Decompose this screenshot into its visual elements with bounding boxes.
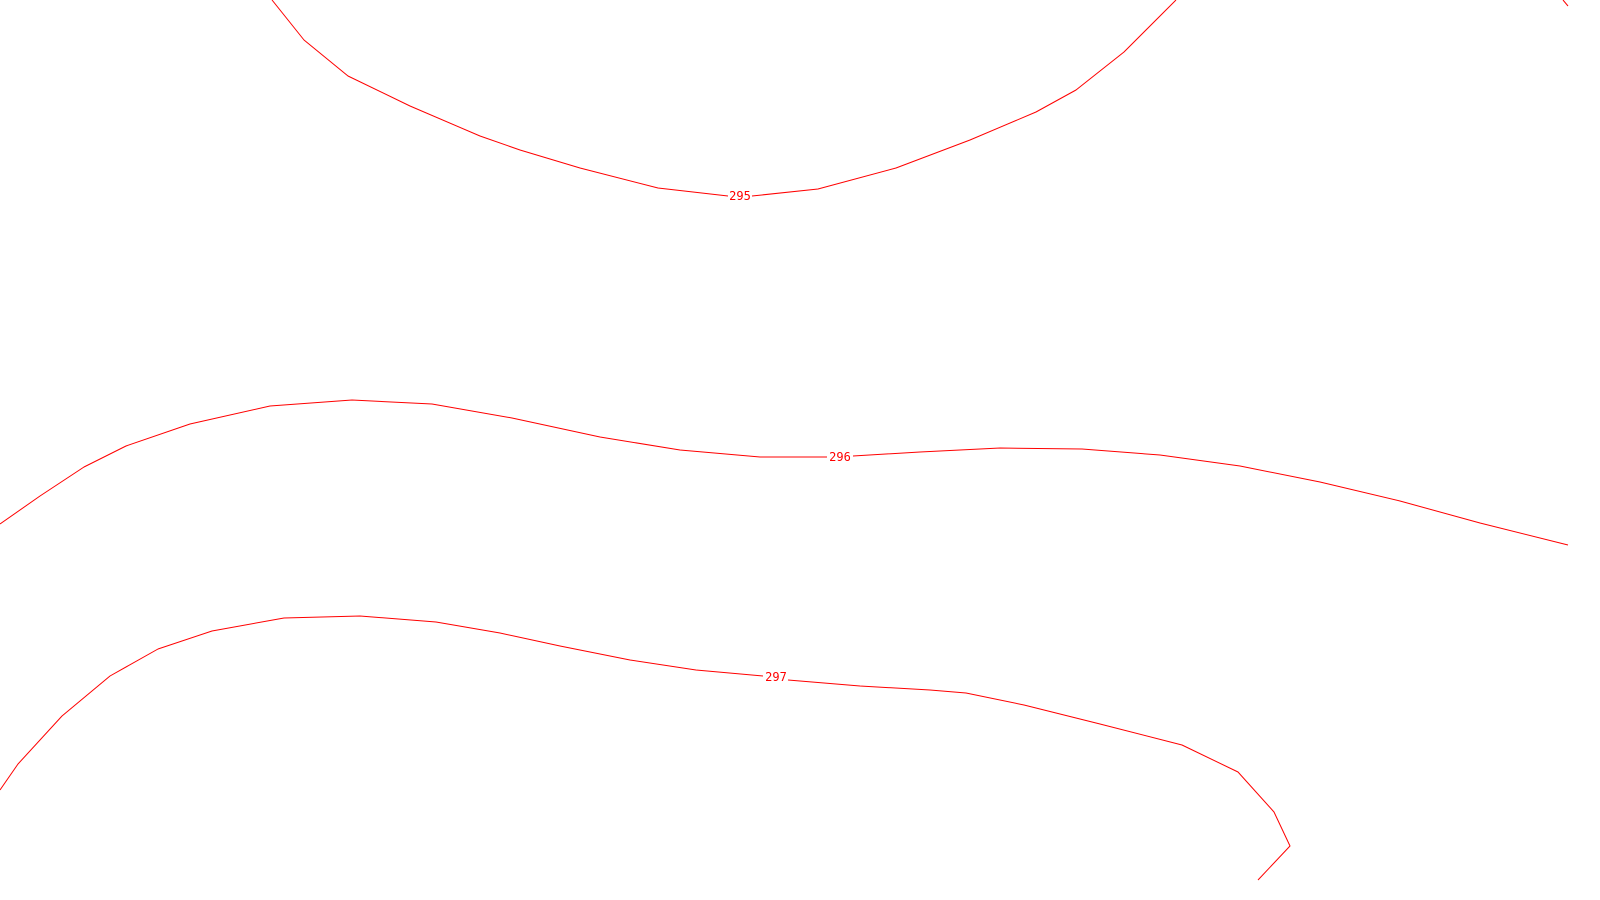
contour-line-297 — [0, 615, 764, 791]
contour-label-296: 296 — [829, 450, 851, 464]
contour-line-296 — [0, 399, 827, 525]
contour-line-295 — [271, 0, 729, 197]
contour-line-295 — [751, 0, 1177, 197]
contour-296: 296 — [0, 399, 1569, 546]
contour-label-295: 295 — [729, 189, 751, 203]
contour-label-297: 297 — [765, 670, 787, 684]
contour-295: 295 — [271, 0, 1177, 203]
contour-line-297 — [787, 679, 1291, 881]
contour-edge-fragment — [1562, 0, 1569, 7]
contour-line-296 — [852, 447, 1569, 546]
contour-297: 297 — [0, 615, 1291, 881]
